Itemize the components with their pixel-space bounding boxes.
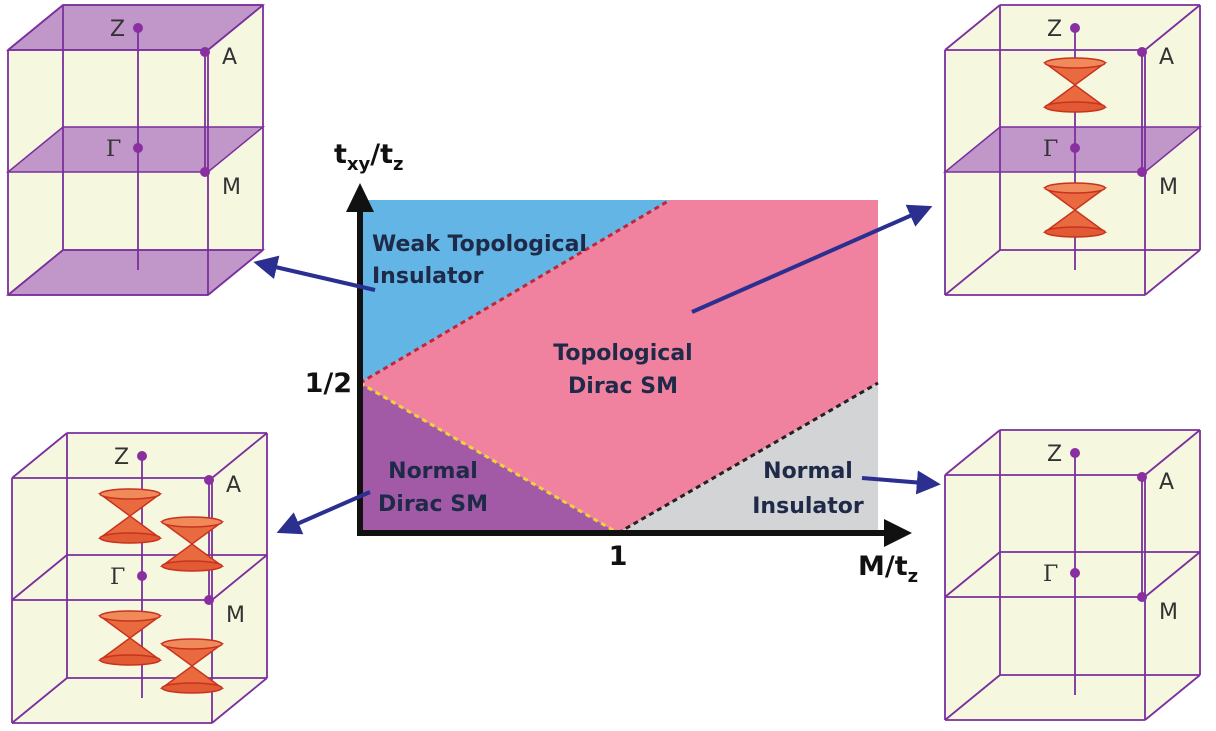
brillouin-zone: Z A Γ M: [945, 5, 1200, 295]
k-point-label: M: [222, 175, 241, 200]
k-point-label: A: [222, 45, 237, 70]
k-point-label: A: [1159, 470, 1174, 495]
k-point: [1137, 472, 1147, 482]
x-tick-label: 1: [609, 541, 628, 572]
brillouin-zone: Z A Γ M: [8, 5, 263, 295]
dirac-cone: [162, 517, 222, 527]
dirac-cone: [100, 611, 160, 621]
phase-diagram: txy/tz M/tz 1/2 1 Weak Topological Insul…: [305, 139, 919, 587]
dirac-cone: [162, 561, 222, 571]
dirac-cone: [1045, 58, 1105, 68]
x-axis-label: M/tz: [858, 551, 918, 587]
k-point-label: M: [1159, 600, 1178, 625]
k-point-label: Γ: [110, 565, 125, 590]
region-label: Normal: [763, 459, 853, 484]
k-point: [133, 23, 143, 33]
k-point: [204, 475, 214, 485]
dirac-cone: [1045, 227, 1105, 237]
y-arrow: [346, 183, 374, 212]
k-point-label: Z: [110, 17, 125, 42]
y-tick-label: 1/2: [305, 368, 352, 399]
k-point: [137, 571, 147, 581]
dirac-cone: [100, 655, 160, 665]
region-label: Insulator: [372, 264, 484, 289]
k-point: [137, 451, 147, 461]
dirac-cone: [162, 683, 222, 693]
dirac-cone: [100, 533, 160, 543]
k-point-label: Γ: [1043, 137, 1058, 162]
k-point: [1137, 47, 1147, 57]
k-point-label: A: [1159, 45, 1174, 70]
region-label: Insulator: [752, 494, 864, 519]
k-point-label: Z: [1047, 442, 1062, 467]
region-label: Dirac SM: [378, 492, 488, 517]
y-axis-label: txy/tz: [334, 139, 404, 175]
k-point: [200, 167, 210, 177]
region-label: Weak Topological: [372, 232, 587, 257]
k-point: [1137, 167, 1147, 177]
k-point: [1137, 592, 1147, 602]
k-point: [1070, 143, 1080, 153]
k-point: [1070, 448, 1080, 458]
k-point: [133, 143, 143, 153]
diagram: txy/tz M/tz 1/2 1 Weak Topological Insul…: [0, 0, 1216, 731]
k-point: [204, 595, 214, 605]
region-label: Topological: [553, 341, 692, 366]
k-point-label: Γ: [106, 137, 121, 162]
k-point-label: Z: [114, 445, 129, 470]
brillouin-zone: Z A Γ M: [12, 433, 267, 723]
k-point: [1070, 568, 1080, 578]
k-point-label: M: [1159, 175, 1178, 200]
dirac-cone: [162, 639, 222, 649]
dirac-cone: [100, 489, 160, 499]
region-label: Dirac SM: [568, 374, 678, 399]
k-point-label: M: [226, 603, 245, 628]
dirac-cone: [1045, 102, 1105, 112]
k-point-label: Γ: [1043, 562, 1058, 587]
x-arrow: [884, 519, 912, 547]
region-label: Normal: [388, 459, 478, 484]
k-point: [1070, 23, 1080, 33]
brillouin-zone: Z A Γ M: [945, 430, 1200, 720]
k-point-label: A: [226, 473, 241, 498]
arrow: [281, 492, 370, 531]
k-point: [200, 47, 210, 57]
k-point-label: Z: [1047, 17, 1062, 42]
dirac-cone: [1045, 183, 1105, 193]
